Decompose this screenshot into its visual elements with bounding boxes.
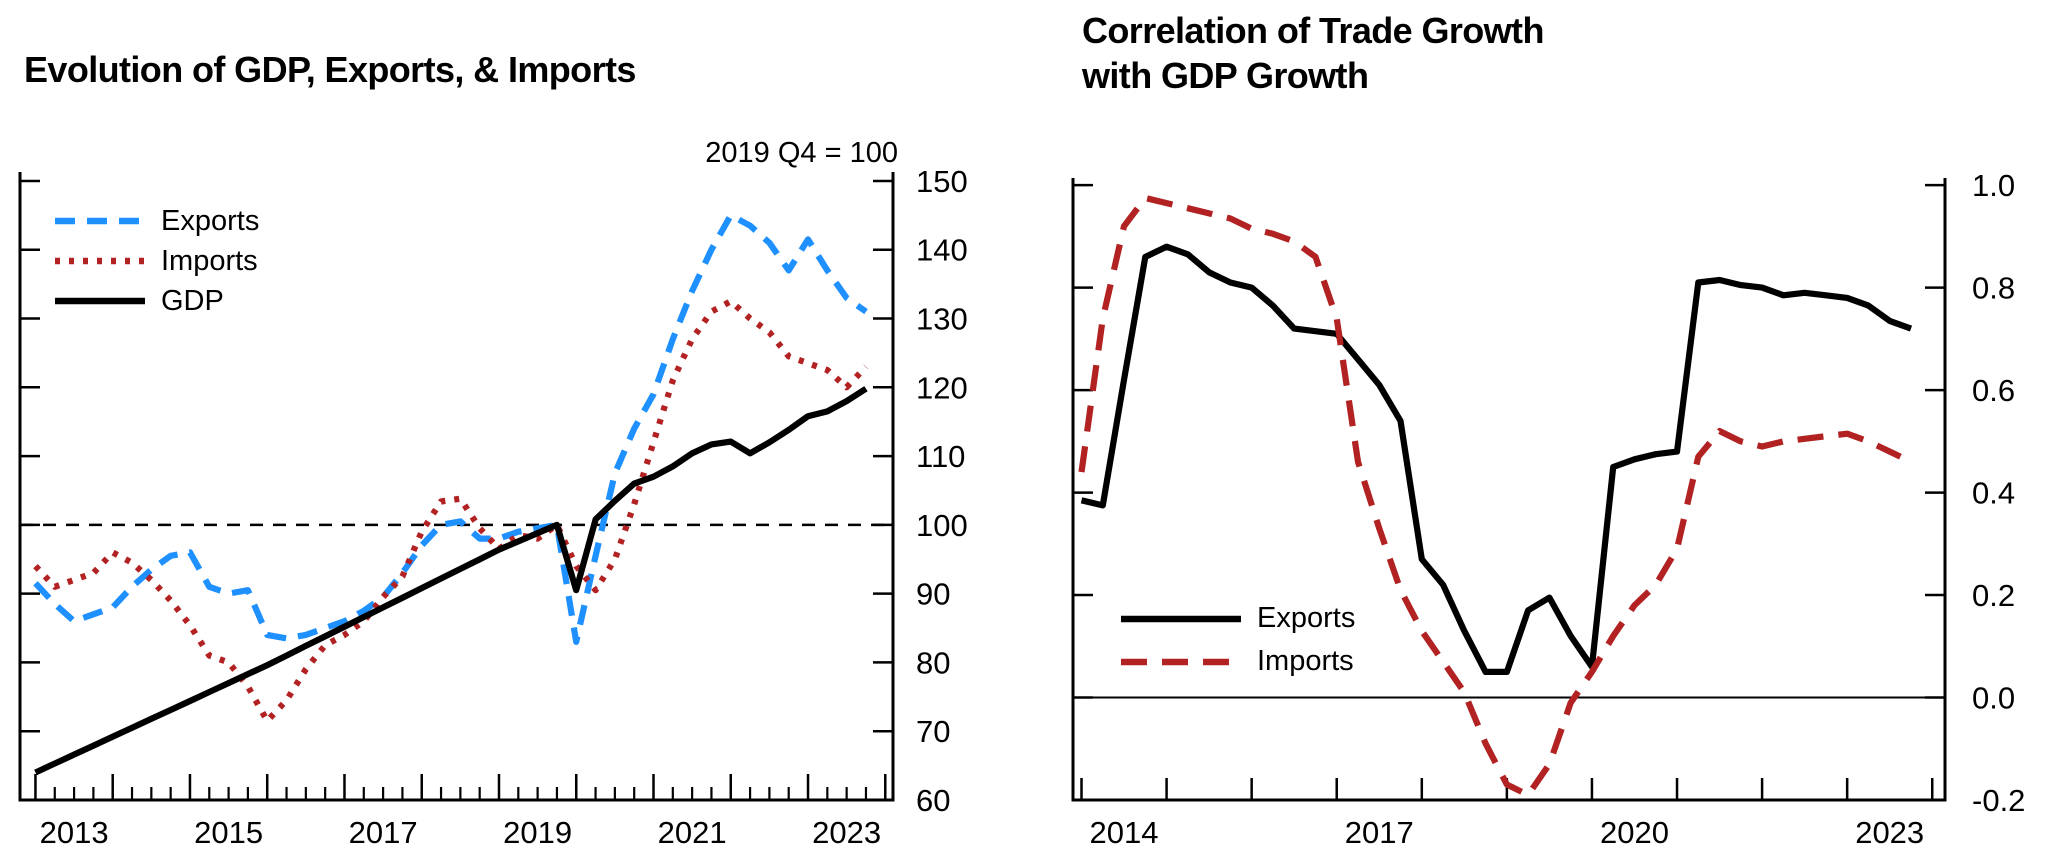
legend-label-exports-corr: Exports bbox=[1257, 602, 1356, 634]
correlation-plot: 2014 2017 2020 2023 -0.2 0.0 0.2 0.4 0.6 0.8 1.0 bbox=[1071, 168, 2025, 850]
y-tick-label: 120 bbox=[916, 370, 968, 405]
x-tick-label: 2015 bbox=[194, 815, 263, 850]
x-tick-label: 2017 bbox=[349, 815, 418, 850]
y-tick-label: 150 bbox=[916, 164, 968, 199]
left-chart-title: Evolution of GDP, Exports, & Imports bbox=[24, 49, 636, 90]
x-tick-label: 2020 bbox=[1600, 815, 1669, 850]
x-tick-label: 2013 bbox=[40, 815, 109, 850]
y-tick-label: 0.0 bbox=[1972, 681, 2015, 716]
y-tick-label: 70 bbox=[916, 714, 950, 749]
right-chart-legend: Exports Imports bbox=[1120, 597, 1355, 683]
legend-row-gdp: GDP bbox=[54, 281, 259, 321]
y-tick-label: 0.8 bbox=[1972, 271, 2015, 306]
x-tick-label: 2014 bbox=[1090, 815, 1159, 850]
legend-row-exports-corr: Exports bbox=[1120, 597, 1355, 640]
index-base-note: 2019 Q4 = 100 bbox=[705, 137, 898, 169]
legend-label-imports-corr: Imports bbox=[1257, 645, 1354, 677]
legend-label-exports: Exports bbox=[161, 204, 260, 237]
right-chart-title-line1: Correlation of Trade Growth bbox=[1082, 10, 1544, 51]
y-tick-label: 1.0 bbox=[1972, 168, 2015, 203]
series-line-exports bbox=[33, 212, 868, 645]
series-line-imports bbox=[1078, 194, 1913, 799]
legend-label-gdp: GDP bbox=[161, 284, 224, 317]
right-chart-title: Correlation of Trade Growth with GDP Gro… bbox=[1082, 8, 1544, 98]
y-tick-label: 90 bbox=[916, 577, 950, 612]
y-tick-label: 110 bbox=[916, 439, 965, 474]
y-tick-label: 0.2 bbox=[1972, 578, 2015, 613]
imports-line-sample bbox=[55, 257, 145, 265]
exports-line-sample bbox=[55, 217, 145, 225]
evolution-plot: 2013 2015 2017 2019 2021 2023 60 70 80 90 100 110 12… bbox=[18, 164, 968, 850]
y-tick-label: 130 bbox=[916, 302, 968, 337]
legend-row-exports: Exports bbox=[54, 201, 259, 241]
legend-row-imports: Imports bbox=[54, 241, 259, 281]
x-tick-label: 2017 bbox=[1345, 815, 1414, 850]
gdp-line-sample bbox=[55, 297, 145, 305]
exports-corr-line-sample bbox=[1121, 615, 1241, 622]
y-tick-label: 60 bbox=[916, 783, 950, 818]
imports-corr-line-sample bbox=[1121, 658, 1241, 665]
y-tick-label: 100 bbox=[916, 508, 968, 543]
y-tick-label: 0.6 bbox=[1972, 373, 2015, 408]
axis-frame bbox=[18, 172, 895, 802]
x-tick-label: 2019 bbox=[503, 815, 572, 850]
x-tick-label: 2023 bbox=[812, 815, 881, 850]
left-chart-legend: Exports Imports GDP bbox=[54, 201, 259, 321]
y-tick-label: 140 bbox=[916, 233, 968, 268]
right-chart-title-line2: with GDP Growth bbox=[1082, 55, 1369, 96]
legend-label-imports: Imports bbox=[161, 244, 258, 277]
axis-frame bbox=[1071, 178, 1947, 802]
legend-row-imports-corr: Imports bbox=[1120, 640, 1355, 683]
series-line-gdp bbox=[34, 386, 868, 776]
y-tick-label: -0.2 bbox=[1972, 783, 2025, 818]
series-line-exports bbox=[1080, 243, 1913, 676]
y-tick-label: 80 bbox=[916, 645, 950, 680]
x-tick-label: 2023 bbox=[1855, 815, 1924, 850]
series-line-imports bbox=[33, 298, 869, 725]
y-tick-label: 0.4 bbox=[1972, 476, 2015, 511]
x-tick-label: 2021 bbox=[658, 815, 727, 850]
